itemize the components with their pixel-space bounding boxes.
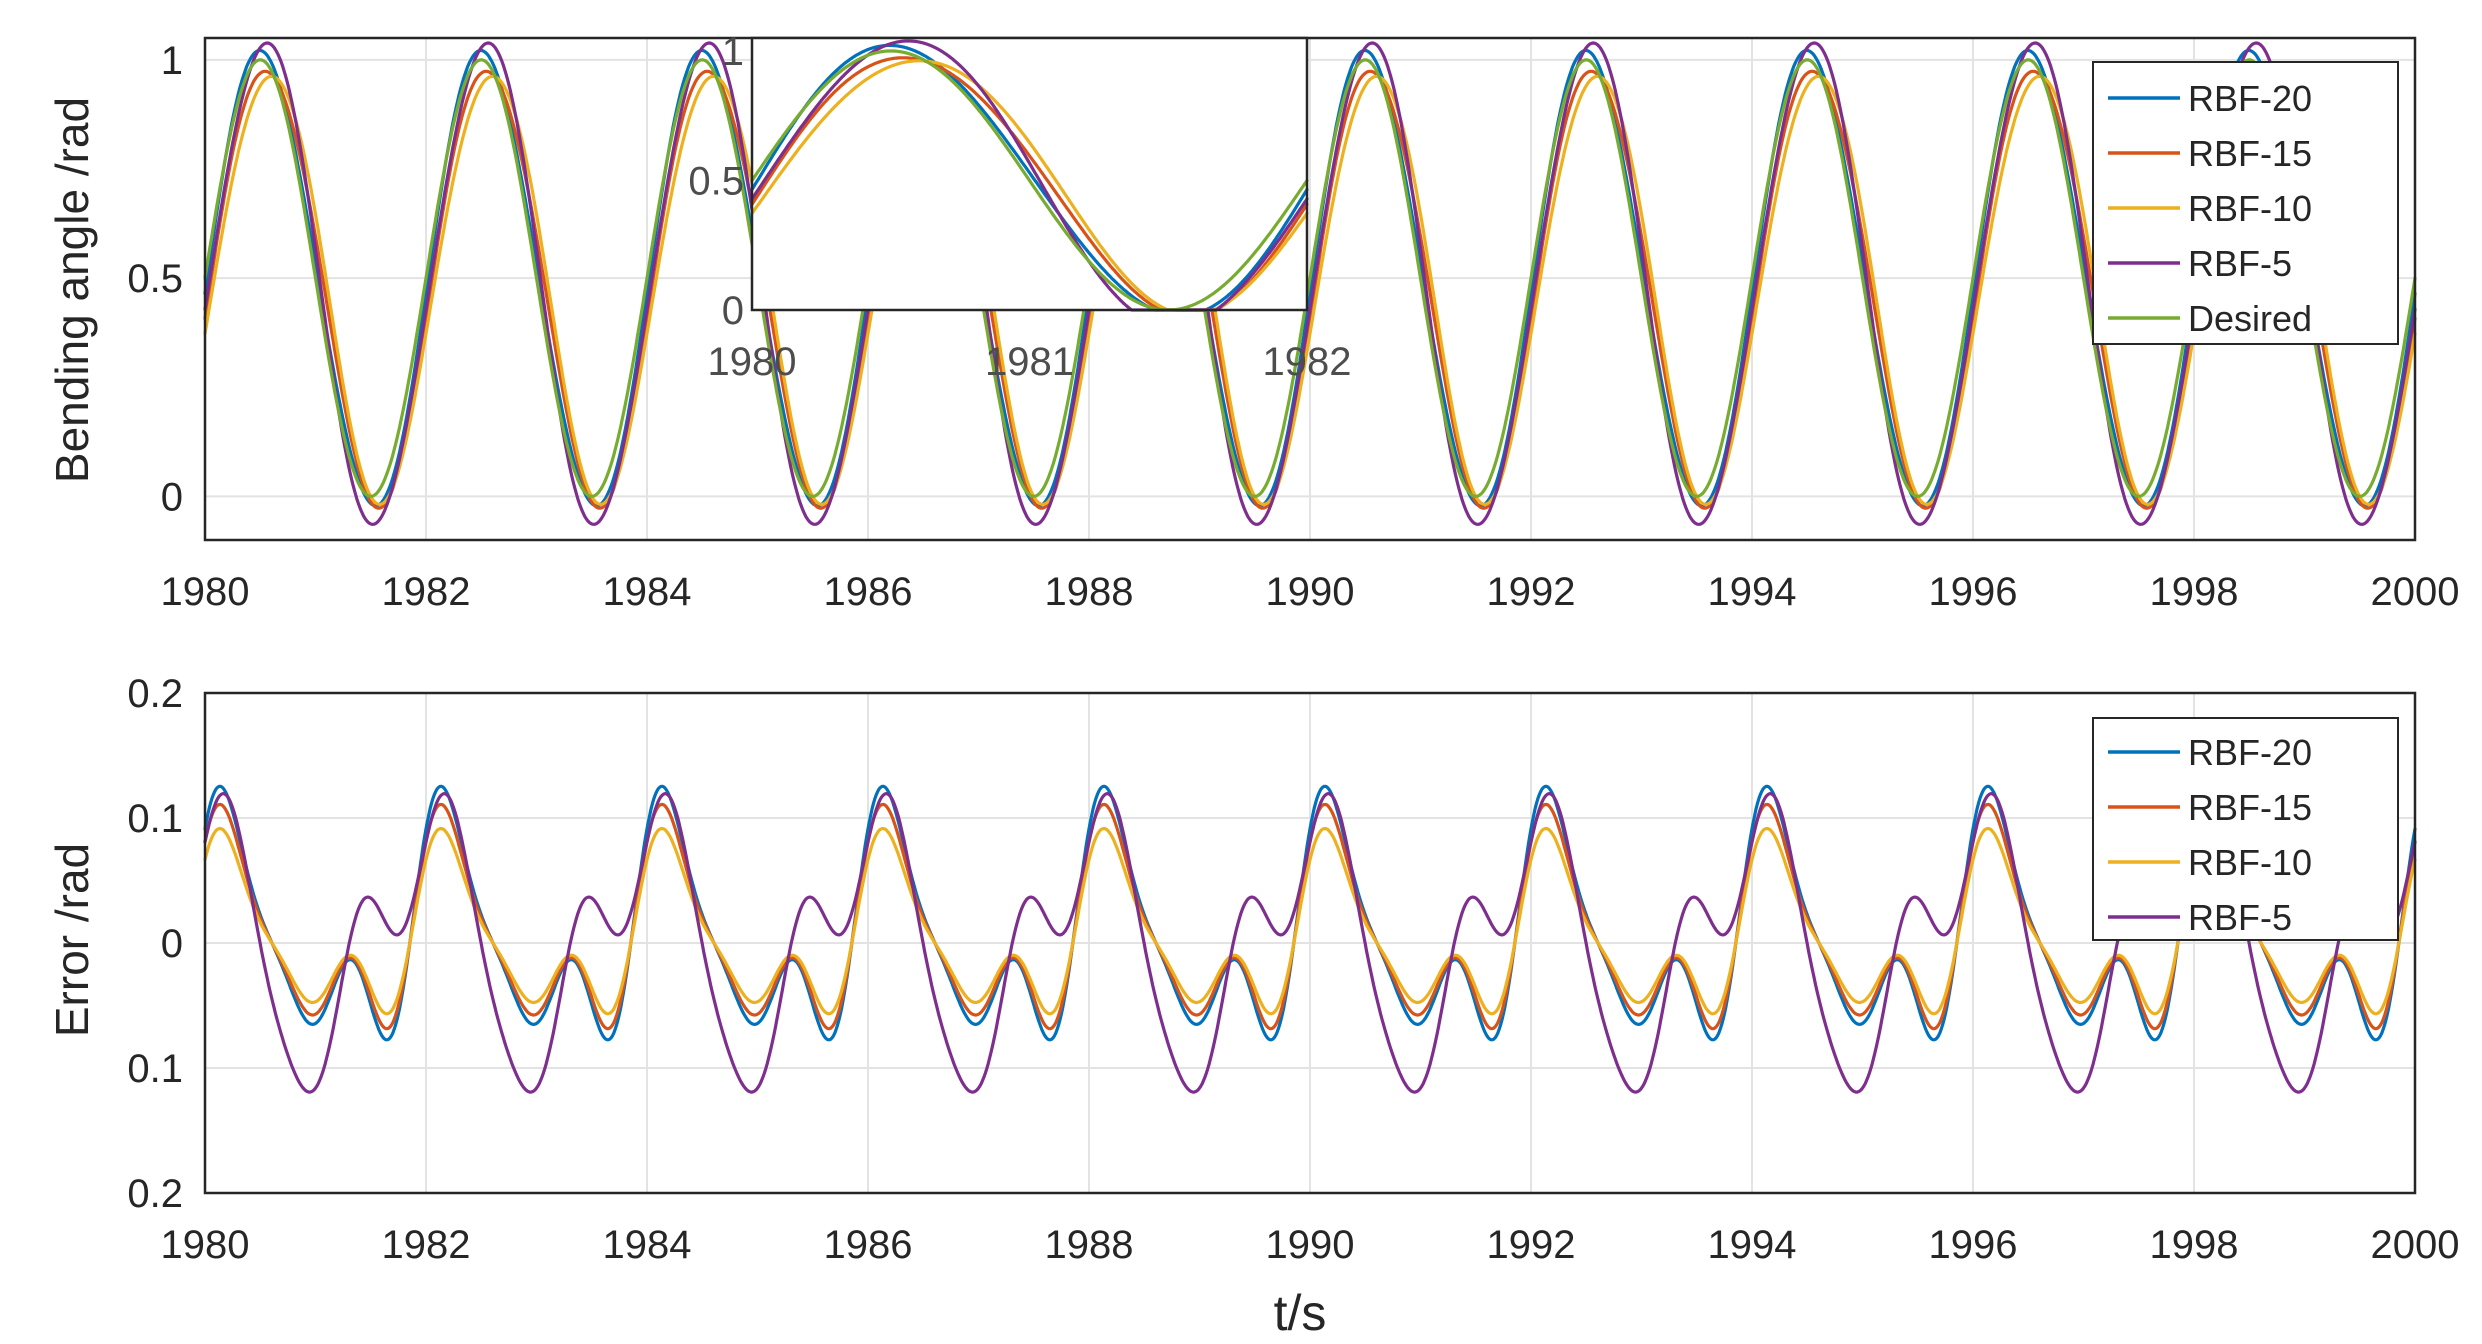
top-x-tick-label: 1992 xyxy=(1487,570,1576,614)
top-x-tick-label: 1996 xyxy=(1929,570,2018,614)
top-x-tick-label: 1982 xyxy=(382,570,471,614)
inset-x-tick-label: 1980 xyxy=(708,340,797,384)
bottom-series-rbf-10 xyxy=(203,826,2417,1016)
bottom-x-tick-label: 1994 xyxy=(1708,1223,1797,1267)
inset-x-tick-labels: 1980 1981 1982 xyxy=(708,340,1352,384)
top-y-tick-label: 1 xyxy=(161,39,183,83)
top-series-desired xyxy=(203,58,2417,498)
inset-y-tick-label: 0 xyxy=(722,289,744,333)
bottom-x-tick-label: 1988 xyxy=(1045,1223,1134,1267)
top-y-tick-label: 0.5 xyxy=(127,257,183,301)
inset-zoom: 1980 1981 1982 00.51 xyxy=(688,30,1351,384)
bottom-x-tick-label: 1986 xyxy=(824,1223,913,1267)
bottom-y-tick-label: 0 xyxy=(161,922,183,966)
inset-series-desired xyxy=(750,49,1309,312)
bottom-y-tick-label: 0.1 xyxy=(127,797,183,841)
bottom-x-tick-label: 1996 xyxy=(1929,1223,2018,1267)
bottom-x-tick-label: 1990 xyxy=(1266,1223,1355,1267)
bottom-y-tick-label: 0.2 xyxy=(127,672,183,716)
top-x-tick-label: 1998 xyxy=(2150,570,2239,614)
legend-label: Desired xyxy=(2188,298,2312,339)
bottom-y-axis-label: Error /rad xyxy=(46,843,98,1037)
legend-label: RBF-10 xyxy=(2188,188,2312,229)
legend-label: RBF-15 xyxy=(2188,133,2312,174)
bottom-x-tick-label: 1984 xyxy=(603,1223,692,1267)
top-axis-box xyxy=(203,36,2417,542)
top-series-rbf-5 xyxy=(203,41,2417,526)
x-axis-label: t/s xyxy=(1274,1285,1327,1341)
top-x-tick-label: 1994 xyxy=(1708,570,1797,614)
legend-label: RBF-5 xyxy=(2188,243,2292,284)
inset-y-tick-label: 0.5 xyxy=(688,159,744,203)
top-y-tick-label: 0 xyxy=(161,475,183,519)
legend-label: RBF-10 xyxy=(2188,842,2312,883)
top-legend: RBF-20 RBF-15 RBF-10 RBF-5 Desired xyxy=(2092,61,2399,345)
bending-angle-chart: 1980 1982 1984 1986 1988 1990 1992 1994 1996 1998… xyxy=(46,30,2459,614)
top-y-tick-labels: 00.51 xyxy=(127,39,183,520)
error-chart: 1980 1982 1984 1986 1988 1990 1992 1994 1996 1998… xyxy=(46,672,2459,1341)
inset-y-tick-label: 1 xyxy=(722,30,744,74)
bottom-x-tick-label: 1992 xyxy=(1487,1223,1576,1267)
bottom-x-tick-label: 1982 xyxy=(382,1223,471,1267)
top-series-lines xyxy=(203,41,2417,526)
inset-axis-box xyxy=(750,36,1309,312)
inset-x-tick-label: 1982 xyxy=(1263,340,1352,384)
legend-label: RBF-5 xyxy=(2188,897,2292,938)
bottom-y-tick-labels: 0.2 0.1 0 0.1 0.2 xyxy=(127,672,183,1216)
bottom-x-tick-label: 2000 xyxy=(2371,1223,2460,1267)
inset-y-tick-labels: 00.51 xyxy=(688,30,744,333)
top-x-tick-labels: 1980 1982 1984 1986 1988 1990 1992 1994 1996 1998… xyxy=(161,570,2460,614)
bottom-series-lines xyxy=(203,784,2417,1094)
bottom-legend: RBF-20 RBF-15 RBF-10 RBF-5 xyxy=(2092,717,2399,941)
bottom-y-tick-label: 0.1 xyxy=(127,1047,183,1091)
bottom-x-tick-label: 1998 xyxy=(2150,1223,2239,1267)
top-x-tick-label: 2000 xyxy=(2371,570,2460,614)
top-x-tick-label: 1990 xyxy=(1266,570,1355,614)
bottom-x-tick-label: 1980 xyxy=(161,1223,250,1267)
top-x-tick-label: 1980 xyxy=(161,570,250,614)
inset-series-rbf-20 xyxy=(750,43,1309,312)
top-x-tick-label: 1988 xyxy=(1045,570,1134,614)
bottom-x-tick-labels: 1980 1982 1984 1986 1988 1990 1992 1994 1996 1998… xyxy=(161,1223,2460,1267)
legend-label: RBF-20 xyxy=(2188,732,2312,773)
top-series-rbf-10 xyxy=(203,74,2417,506)
bottom-series-rbf-5 xyxy=(203,792,2417,1094)
legend-label: RBF-15 xyxy=(2188,787,2312,828)
legend-label: RBF-20 xyxy=(2188,78,2312,119)
top-y-axis-label: Bending angle /rad xyxy=(46,97,98,483)
inset-x-tick-label: 1981 xyxy=(985,340,1074,384)
bottom-y-tick-label: 0.2 xyxy=(127,1172,183,1216)
top-x-tick-label: 1986 xyxy=(824,570,913,614)
bottom-axis-box xyxy=(203,691,2417,1195)
top-x-tick-label: 1984 xyxy=(603,570,692,614)
